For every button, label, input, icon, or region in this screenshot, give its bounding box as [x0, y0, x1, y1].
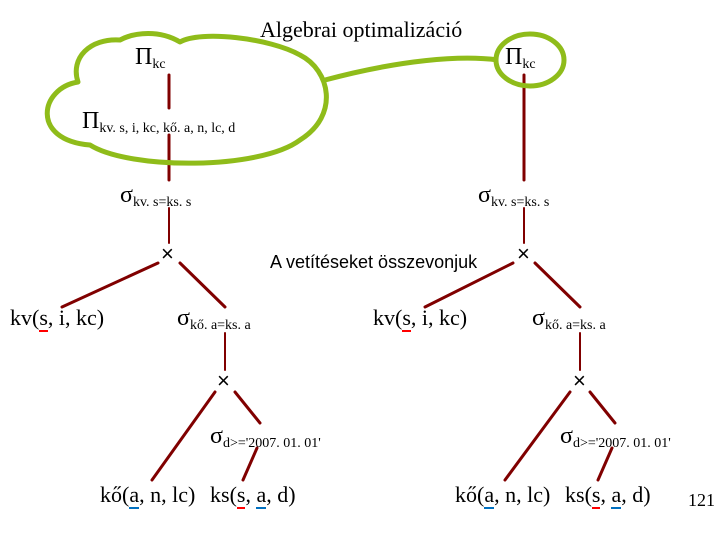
right-x2: × — [573, 368, 586, 394]
right-x1: × — [517, 241, 530, 267]
annotation-text: A vetítéseket összevonjuk — [270, 252, 477, 273]
text-layer: Algebrai optimalizáció A vetítéseket öss… — [0, 0, 720, 540]
right-leaf-ks: ks(s, a, d) — [565, 482, 651, 508]
ks-args-r: (s, a, d) — [585, 482, 651, 509]
left-leaf-ks: ks(s, a, d) — [210, 482, 296, 508]
right-sigma-mid: σkő. a=ks. a — [532, 305, 606, 334]
left-pi-mid: Πkv. s, i, kc, kő. a, n, lc, d — [82, 108, 235, 137]
left-pi-top: Πkc — [135, 44, 166, 73]
left-leaf-ko: kő(a, n, lc) — [100, 482, 195, 508]
kv-args-r: (s, i, kc) — [395, 305, 467, 332]
right-leaf-ko: kő(a, n, lc) — [455, 482, 550, 508]
left-sigma-top: σkv. s=ks. s — [120, 182, 191, 211]
right-leaf-kv: kv(s, i, kc) — [373, 305, 467, 331]
right-pi-top: Πkc — [505, 44, 536, 73]
left-leaf-kv: kv(s, i, kc) — [10, 305, 104, 331]
ko-args: (a, n, lc) — [122, 482, 195, 509]
kv-args: (s, i, kc) — [32, 305, 104, 332]
page-number: 121 — [688, 490, 715, 511]
left-sigma-mid: σkő. a=ks. a — [177, 305, 251, 334]
ks-args: (s, a, d) — [230, 482, 296, 509]
right-sigma-top: σkv. s=ks. s — [478, 182, 549, 211]
left-x1: × — [161, 241, 174, 267]
ko-args-r: (a, n, lc) — [477, 482, 550, 509]
left-x2: × — [217, 368, 230, 394]
right-sigma-low: σd>='2007. 01. 01' — [560, 423, 671, 452]
page-title: Algebrai optimalizáció — [260, 17, 462, 43]
left-sigma-low: σd>='2007. 01. 01' — [210, 423, 321, 452]
